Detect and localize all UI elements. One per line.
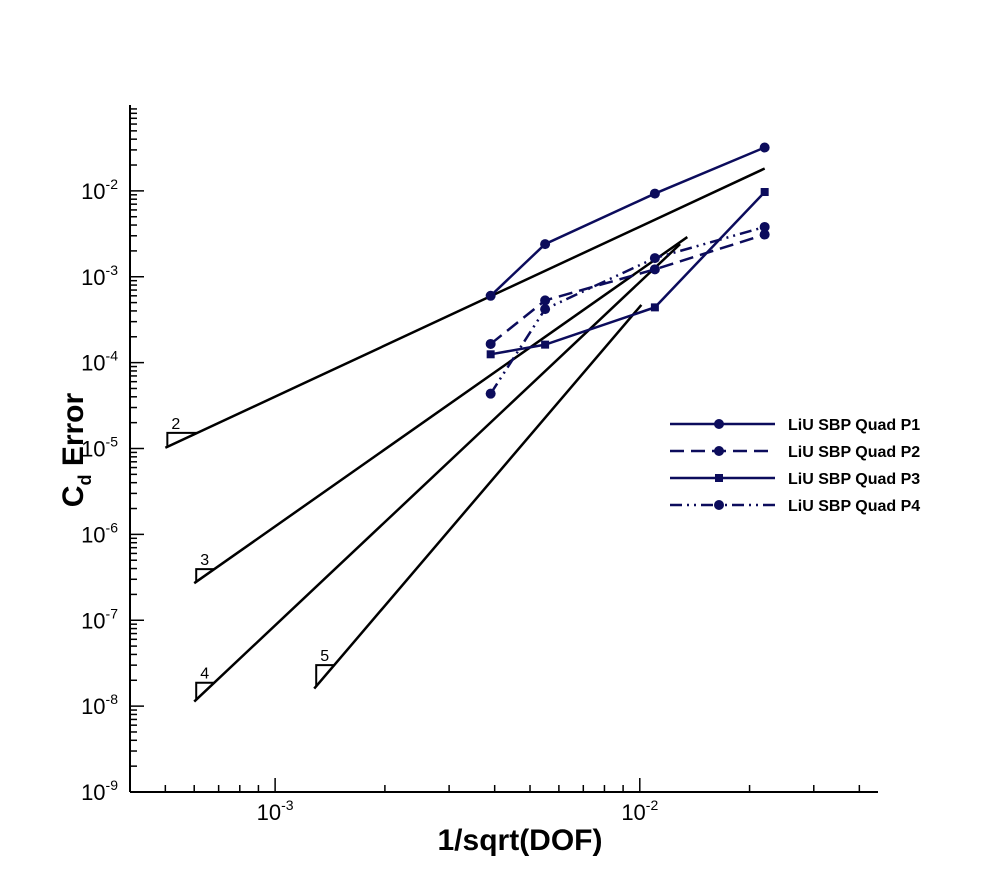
- y-tick-label: 10-9: [81, 777, 118, 805]
- slope-3-line: [193, 236, 689, 585]
- series-layer: [485, 142, 770, 399]
- legend-label: LiU SBP Quad P3: [788, 471, 920, 488]
- series-p2-point: [485, 338, 496, 349]
- series-p2: [485, 229, 770, 349]
- series-p4-point: [759, 221, 770, 232]
- y-tick-label: 10-6: [81, 519, 118, 547]
- axes: [129, 105, 878, 793]
- legend-entry: LiU SBP Quad P4: [670, 498, 920, 515]
- slope-4-triangle: [195, 681, 217, 702]
- slope-5-label: 5: [320, 648, 329, 665]
- series-p2-point: [540, 295, 551, 306]
- legend-marker: [715, 474, 723, 482]
- legend: LiU SBP Quad P1 LiU SBP Quad P2 LiU SBP Qu…: [670, 417, 920, 515]
- legend-entry: LiU SBP Quad P2: [670, 444, 920, 461]
- y-tick-label: 10-4: [81, 348, 118, 376]
- x-tick-label: 10-2: [621, 797, 658, 825]
- series-p1-line: [489, 146, 766, 297]
- legend-label: LiU SBP Quad P4: [788, 498, 920, 515]
- series-p3-point: [486, 350, 495, 359]
- slope-5-line: [313, 304, 643, 690]
- y-tick-label: 10-8: [81, 691, 118, 719]
- slope-5-triangle: [315, 664, 337, 689]
- series-p1-point: [485, 290, 496, 301]
- series-p3: [486, 188, 769, 359]
- series-p3-line: [490, 191, 766, 356]
- series-p1-point: [540, 239, 551, 250]
- legend-label: LiU SBP Quad P1: [788, 417, 920, 434]
- slope-3-label: 3: [200, 552, 209, 569]
- y-tick-label: 10-3: [81, 262, 118, 290]
- legend-marker: [714, 419, 724, 429]
- y-axis-title-rest: Error: [57, 392, 90, 474]
- series-p3-point: [541, 340, 550, 349]
- legend-marker: [714, 500, 724, 510]
- series-p1: [485, 142, 770, 301]
- y-axis-title-main: C: [57, 486, 90, 508]
- series-p4-point: [485, 388, 496, 399]
- y-tick-label: 10-2: [81, 176, 118, 204]
- slope-2-line: [164, 167, 766, 449]
- y-tick-label: 10-5: [81, 434, 118, 462]
- slope-4-label: 4: [200, 666, 209, 683]
- series-p1-point: [649, 188, 660, 199]
- legend-entry: LiU SBP Quad P1: [670, 417, 920, 434]
- series-p3-point: [650, 303, 659, 312]
- tick-labels: 10-2 10-3 10-4 10-5 10-6 10-7 10-8 10-9 10-3 10-2: [81, 176, 658, 825]
- slope-4-line: [193, 243, 681, 703]
- y-axis-title: Cd Error: [57, 392, 95, 507]
- series-p4: [485, 221, 770, 399]
- reference-lines: 2 3 4 5: [164, 167, 766, 703]
- series-p4-point: [540, 304, 551, 315]
- x-tick-label: 10-3: [257, 797, 294, 825]
- svg-text:Cd Error: Cd Error: [57, 392, 95, 507]
- series-p4-point: [649, 253, 660, 264]
- legend-marker: [714, 446, 724, 456]
- legend-label: LiU SBP Quad P2: [788, 444, 920, 461]
- series-p2-point: [649, 264, 660, 275]
- series-p2-point: [759, 229, 770, 240]
- series-p2-line: [489, 233, 766, 345]
- y-axis-title-sub: d: [75, 475, 95, 486]
- slope-3-triangle: [195, 568, 218, 584]
- legend-entry: LiU SBP Quad P3: [670, 471, 920, 488]
- y-tick-label: 10-7: [81, 605, 118, 633]
- x-axis-title: 1/sqrt(DOF): [438, 824, 603, 857]
- series-p1-point: [759, 142, 770, 153]
- series-p3-point: [760, 188, 769, 197]
- series-p4-line: [489, 225, 766, 395]
- slope-2-label: 2: [171, 416, 180, 433]
- slope-2-triangle: [166, 431, 198, 449]
